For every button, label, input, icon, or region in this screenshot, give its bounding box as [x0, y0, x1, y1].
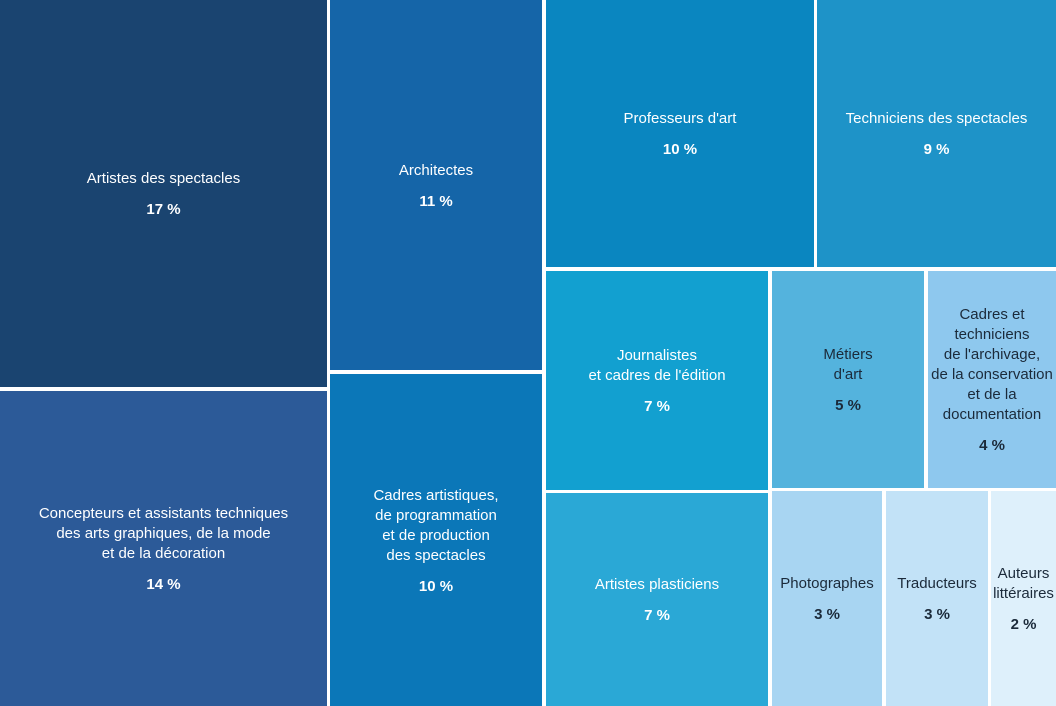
treemap-cell: Professeurs d'art 10 % — [546, 0, 814, 267]
treemap-cell: Traducteurs 3 % — [886, 491, 988, 706]
value-label: 2 % — [1010, 616, 1037, 633]
cell-label: Professeurs d'art — [623, 110, 737, 127]
value-label: 3 % — [814, 606, 840, 623]
treemap-cell: Techniciens des spectacles 9 % — [817, 0, 1056, 267]
value-label: 5 % — [835, 397, 861, 414]
cell-label: Traducteurs — [897, 575, 977, 592]
cell-label: Architectes — [398, 161, 474, 179]
treemap-cell: Cadres artistiques, de programmation et … — [330, 374, 542, 706]
cell-label: Cadres et techniciens de l'archivage, de… — [931, 306, 1053, 423]
value-label: 7 % — [644, 398, 670, 415]
treemap-cell: Concepteurs et assistants techniques des… — [0, 391, 327, 706]
treemap-cell: Cadres et techniciens de l'archivage, de… — [928, 271, 1056, 488]
treemap-cell: Artistes des spectacles 17 % — [0, 0, 327, 387]
value-label: 10 % — [418, 577, 454, 595]
treemap-cell: Journalistes et cadres de l'édition 7 % — [546, 271, 768, 490]
value-label: 4 % — [979, 437, 1005, 454]
cell-label: Techniciens des spectacles — [845, 110, 1028, 127]
cell-label: Cadres artistiques, de programmation et … — [373, 486, 499, 564]
value-label: 3 % — [924, 606, 950, 623]
treemap-cell: Photographes 3 % — [772, 491, 882, 706]
treemap-cell: Artistes plasticiens 7 % — [546, 493, 768, 706]
value-label: 11 % — [419, 192, 453, 210]
treemap-cell: Métiers d'art 5 % — [772, 271, 924, 488]
cell-label: Auteurs littéraires — [993, 565, 1054, 602]
value-label: 9 % — [923, 141, 950, 158]
treemap-cell: Auteurs littéraires 2 % — [991, 491, 1056, 706]
cell-label: Métiers d'art — [823, 346, 873, 383]
treemap-cell: Architectes 11 % — [330, 0, 542, 370]
cell-label: Journalistes et cadres de l'édition — [588, 347, 726, 384]
cell-label: Artistes plasticiens — [594, 576, 720, 593]
value-label: 17 % — [146, 201, 181, 218]
value-label: 14 % — [146, 576, 181, 593]
cell-label: Photographes — [780, 575, 874, 592]
cell-label: Artistes des spectacles — [86, 170, 241, 187]
cell-label: Concepteurs et assistants techniques des… — [38, 505, 289, 562]
value-label: 7 % — [644, 607, 670, 624]
value-label: 10 % — [662, 141, 698, 158]
